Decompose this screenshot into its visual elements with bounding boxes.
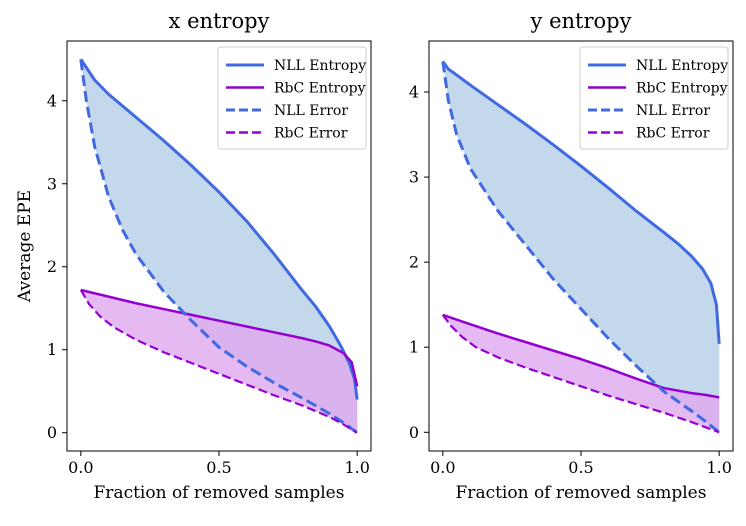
x-tick-label: 1.0 — [344, 458, 369, 477]
series-line-nll-error — [79, 59, 359, 434]
x-axis-label: Fraction of removed samples — [456, 483, 707, 503]
x-tick-label: 0.5 — [568, 458, 593, 477]
y-tick-label: 4 — [47, 91, 57, 110]
series-line-rbc-entropy — [442, 313, 720, 399]
legend-box — [579, 46, 729, 150]
fill-between-rbc-entropy — [80, 289, 358, 433]
y-axis-label: Average EPE — [15, 190, 35, 303]
y-tick-label: 0 — [409, 423, 419, 442]
subplot-x-entropy: 0.0 0.5 1.0 0 1 2 3 4 x entropy Fraction of remov… — [15, 9, 372, 503]
chart-title: y entropy — [530, 9, 632, 33]
legend-label: NLL Error — [274, 103, 348, 119]
x-tick-label: 0.0 — [68, 458, 93, 477]
series-line-rbc-entropy — [80, 288, 359, 387]
chart-title: x entropy — [169, 9, 270, 33]
legend-box — [217, 46, 367, 150]
series-line-nll-entropy — [441, 60, 721, 344]
legend-label: RbC Entropy — [636, 81, 728, 97]
legend-label: NLL Error — [636, 103, 710, 119]
y-tick-label: 1 — [409, 338, 419, 357]
legend-label: RbC Entropy — [274, 81, 366, 97]
fill-between-rbc-entropy — [442, 314, 720, 433]
y-tick-label: 2 — [47, 257, 57, 276]
y-tick-label: 3 — [47, 174, 57, 193]
y-tick-label: 4 — [409, 83, 419, 102]
legend-label: RbC Error — [636, 126, 710, 142]
x-tick-label: 1.0 — [706, 458, 731, 477]
series-line-rbc-error — [79, 289, 358, 434]
legend-label: NLL Entropy — [274, 58, 366, 74]
legend: NLL Entropy RbC Entropy NLL Error RbC Error — [579, 46, 729, 150]
x-tick-label: 0.5 — [206, 458, 231, 477]
series-line-rbc-error — [441, 314, 720, 434]
y-tick-label: 2 — [409, 253, 419, 272]
fill-between-nll-entropy — [442, 61, 720, 433]
legend-label: NLL Entropy — [636, 58, 728, 74]
legend: NLL Entropy RbC Entropy NLL Error RbC Error — [217, 46, 367, 150]
subplot-y-entropy: 0.0 0.5 1.0 0 1 2 3 4 y entropy Fraction of remov… — [409, 9, 734, 503]
x-axis-label: Fraction of removed samples — [94, 483, 345, 503]
legend-label: RbC Error — [274, 126, 348, 142]
y-tick-label: 3 — [409, 168, 419, 187]
y-tick-label: 0 — [47, 423, 57, 442]
series-line-nll-error — [441, 61, 721, 434]
y-tick-label: 1 — [47, 340, 57, 359]
x-tick-label: 0.0 — [430, 458, 455, 477]
